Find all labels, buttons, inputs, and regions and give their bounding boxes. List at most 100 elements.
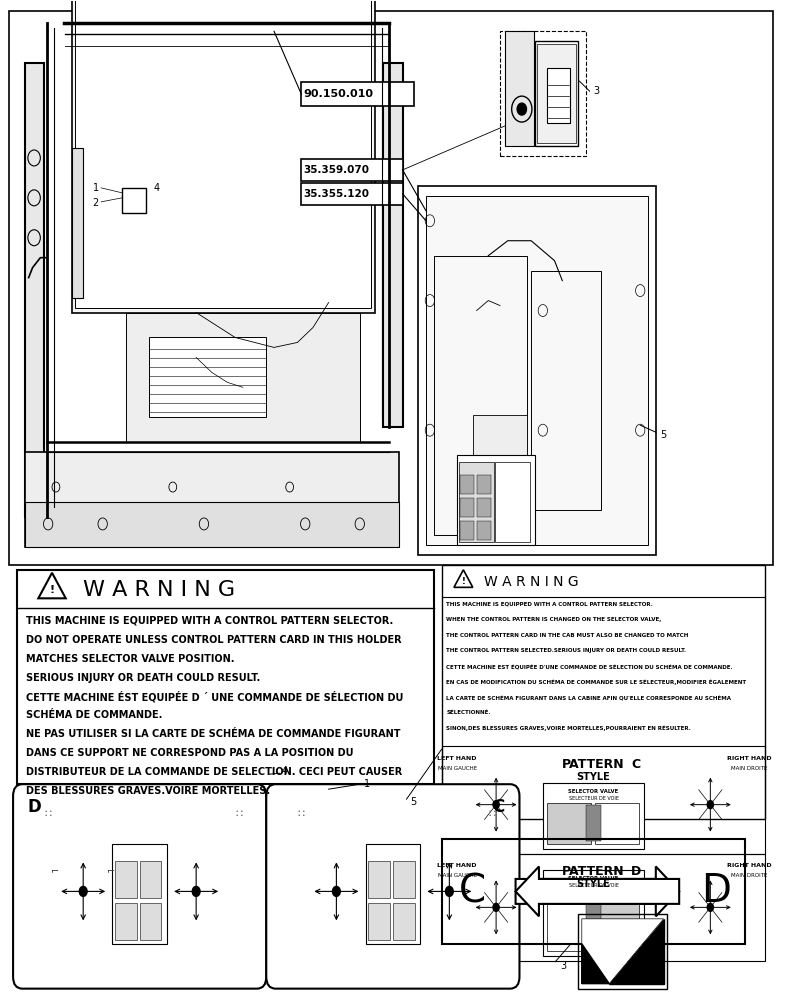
Text: THE CONTROL PATTERN CARD IN THE CAB MUST ALSO BE CHANGED TO MATCH: THE CONTROL PATTERN CARD IN THE CAB MUST…	[446, 633, 688, 638]
Text: SÉLECTIONNÉ.: SÉLECTIONNÉ.	[446, 710, 490, 715]
Text: C: C	[631, 758, 640, 771]
Text: THIS MACHINE IS EQUIPPED WITH A CONTROL PATTERN SELECTOR.: THIS MACHINE IS EQUIPPED WITH A CONTROL …	[26, 616, 393, 626]
Bar	[543, 783, 643, 849]
Bar	[24, 63, 44, 517]
Text: MAIN DROITE: MAIN DROITE	[730, 766, 766, 771]
Bar	[594, 890, 639, 951]
Bar	[301, 159, 402, 181]
Text: PATTERN: PATTERN	[561, 865, 624, 878]
Text: LA CARTE DE SCHÉMA FIGURANT DANS LA CABINE AFIN QU'ELLE CORRESPONDE AU SCHÉMA: LA CARTE DE SCHÉMA FIGURANT DANS LA CABI…	[446, 694, 731, 700]
Bar	[459, 462, 493, 542]
Text: EN CAS DE MODIFICATION DU SCHÉMA DE COMMANDE SUR LE SÉLECTEUR,MODIFIER ÉGALEMENT: EN CAS DE MODIFICATION DU SCHÉMA DE COMM…	[446, 679, 745, 685]
Circle shape	[192, 886, 200, 896]
Bar	[122, 188, 145, 213]
Bar	[457, 455, 534, 545]
Bar	[17, 570, 433, 784]
Bar	[393, 903, 414, 940]
Bar	[367, 903, 389, 940]
Bar	[441, 854, 764, 961]
Text: PATTERN: PATTERN	[561, 758, 624, 771]
Bar	[75, 0, 371, 308]
Text: WHEN THE CONTROL PATTERN IS CHANGED ON THE SELECTOR VALVE,: WHEN THE CONTROL PATTERN IS CHANGED ON T…	[446, 617, 661, 622]
Bar	[9, 11, 772, 565]
FancyArrow shape	[515, 866, 678, 916]
Text: DES BLESSURES GRAVES.VOIRE MORTELLES.: DES BLESSURES GRAVES.VOIRE MORTELLES.	[26, 786, 270, 796]
Text: STYLE: STYLE	[576, 879, 610, 889]
Bar	[585, 892, 601, 948]
Polygon shape	[581, 919, 663, 984]
Bar	[500, 31, 585, 156]
Text: CETTE MACHINE ÉST EQUIPÉE D ´ UNE COMMANDE DE SÉLECTION DU: CETTE MACHINE ÉST EQUIPÉE D ´ UNE COMMAN…	[26, 691, 403, 703]
FancyArrow shape	[515, 866, 678, 916]
Text: SELECTEUR DE VOIE: SELECTEUR DE VOIE	[568, 883, 618, 888]
Text: 4: 4	[281, 766, 288, 776]
Text: DANS CE SUPPORT NE CORRESPOND PAS A LA POSITION DU: DANS CE SUPPORT NE CORRESPOND PAS A LA P…	[26, 748, 354, 758]
Text: CETTE MACHINE EST ÉQUIPÉE D'UNE COMMANDE DE SÉLECTION DU SCHÉMA DE COMMANDE.: CETTE MACHINE EST ÉQUIPÉE D'UNE COMMANDE…	[446, 664, 732, 669]
Text: W A R N I N G: W A R N I N G	[484, 575, 578, 589]
Text: ∷: ∷	[45, 809, 52, 819]
Bar	[504, 31, 534, 146]
Bar	[114, 861, 136, 898]
Bar	[477, 521, 491, 540]
Text: THIS MACHINE IS EQUIPPED WITH A CONTROL PATTERN SELECTOR.: THIS MACHINE IS EQUIPPED WITH A CONTROL …	[446, 602, 652, 607]
Bar	[477, 498, 491, 517]
Text: RIGHT HAND: RIGHT HAND	[726, 863, 770, 868]
Text: 90.150.010: 90.150.010	[303, 89, 373, 99]
Text: SELECTOR VALVE: SELECTOR VALVE	[568, 876, 618, 881]
Text: ⌐: ⌐	[51, 866, 59, 876]
Text: 3: 3	[560, 961, 565, 971]
Text: SELECTOR VALVE: SELECTOR VALVE	[568, 789, 618, 794]
Bar	[546, 68, 569, 123]
Text: THE CONTROL PATTERN SELECTED.SERIOUS INJURY OR DEATH COULD RESULT.: THE CONTROL PATTERN SELECTED.SERIOUS INJ…	[446, 648, 685, 653]
Text: 5: 5	[410, 797, 416, 807]
Bar	[441, 565, 764, 819]
Text: D: D	[700, 872, 730, 910]
Polygon shape	[581, 944, 608, 984]
Bar	[588, 954, 598, 974]
Bar	[543, 870, 643, 956]
Bar	[460, 475, 474, 494]
Bar	[577, 914, 667, 989]
Bar	[365, 844, 419, 944]
Bar	[477, 475, 491, 494]
Text: ⌐: ⌐	[107, 866, 115, 876]
Text: MATCHES SELECTOR VALVE POSITION.: MATCHES SELECTOR VALVE POSITION.	[26, 654, 234, 664]
Text: ∷: ∷	[235, 809, 242, 819]
Text: LEFT HAND: LEFT HAND	[437, 756, 476, 761]
Bar	[418, 186, 655, 555]
Bar	[472, 415, 526, 535]
Bar	[393, 861, 414, 898]
FancyBboxPatch shape	[13, 784, 266, 989]
Bar	[126, 313, 359, 442]
Bar	[537, 44, 575, 143]
Text: 2: 2	[92, 198, 99, 208]
Bar	[433, 256, 526, 535]
Bar	[585, 805, 601, 841]
Text: SCHÉMA DE COMMANDE.: SCHÉMA DE COMMANDE.	[26, 710, 162, 720]
Text: 3: 3	[593, 86, 599, 96]
Text: 35.359.070: 35.359.070	[303, 165, 369, 175]
Bar	[530, 271, 600, 510]
Bar	[594, 803, 639, 844]
Text: ∷: ∷	[488, 809, 496, 819]
Text: D: D	[630, 865, 641, 878]
Text: C: C	[491, 798, 504, 816]
Text: 4: 4	[153, 183, 159, 193]
Bar	[426, 196, 647, 545]
Text: !: !	[49, 585, 54, 595]
Circle shape	[517, 103, 526, 115]
Text: C: C	[458, 872, 486, 910]
Circle shape	[79, 886, 87, 896]
Bar	[139, 861, 161, 898]
Text: D: D	[28, 798, 41, 816]
Bar	[24, 452, 398, 547]
Circle shape	[706, 801, 713, 809]
Bar	[301, 82, 414, 106]
Text: 1: 1	[363, 779, 369, 789]
Polygon shape	[608, 919, 663, 984]
Bar	[383, 63, 402, 427]
Text: MAIN DROITE: MAIN DROITE	[730, 873, 766, 878]
Text: DISTRIBUTEUR DE LA COMMANDE DE SELECTION. CECI PEUT CAUSER: DISTRIBUTEUR DE LA COMMANDE DE SELECTION…	[26, 767, 402, 777]
Text: STYLE: STYLE	[576, 772, 610, 782]
Text: !: !	[461, 577, 465, 586]
